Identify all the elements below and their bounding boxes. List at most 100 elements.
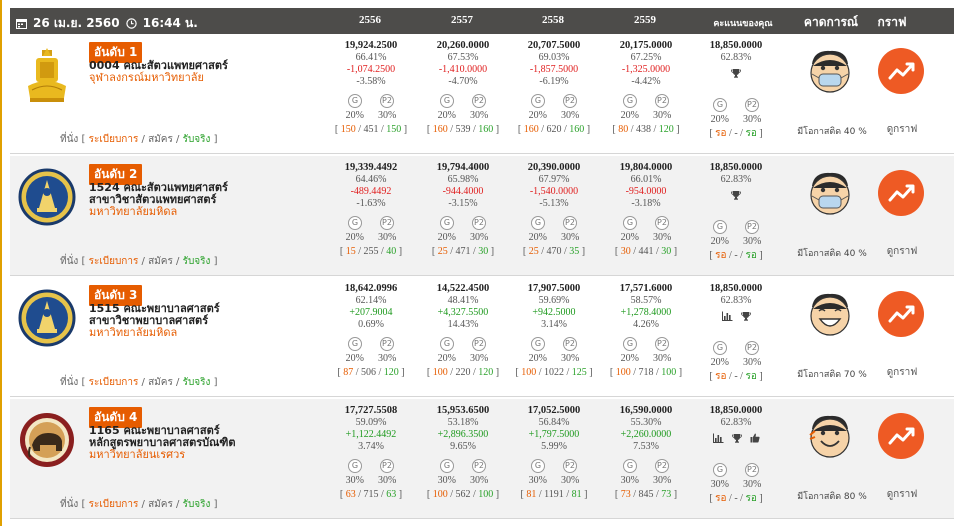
seat-count: 87: [343, 367, 354, 378]
score-percent: 67.25%: [630, 52, 662, 63]
p2-icon: P2: [380, 216, 394, 230]
p2-weight: 30%: [653, 232, 672, 243]
rank-badge: อันดับ 3: [89, 285, 143, 306]
year-score-cell: 20,260.0000 67.53% -1,410.0000 -4.70% G P2 20%…: [418, 40, 508, 136]
your-score-value: 18,850.0000: [709, 162, 763, 173]
accepted-link[interactable]: รับจริง: [182, 256, 211, 267]
p2-weight: 30%: [561, 232, 580, 243]
prediction-face-icon: [806, 291, 854, 339]
graph-button[interactable]: [878, 413, 924, 459]
gpax-weight: 20%: [345, 353, 364, 364]
score-difference: -1,325.0000: [621, 64, 671, 75]
apply-count: 438: [636, 124, 651, 135]
table-header: 26 เม.ย. 2560 16:44 น. 2556 2557 2558 25…: [10, 8, 954, 34]
bar-chart-icon: [712, 433, 723, 443]
prediction-header: คาดการณ์: [803, 15, 859, 29]
difference-percent: -3.15%: [448, 198, 478, 209]
program-title: สาขาวิชาสัตวแพทยศาสตร์: [89, 193, 217, 206]
score-percent: 53.18%: [447, 417, 479, 428]
seat-count: 100: [615, 367, 631, 378]
seat-count: 100: [432, 489, 448, 500]
gpax-icon: G: [713, 98, 727, 112]
seat-count: 15: [345, 246, 356, 257]
graph-button[interactable]: [878, 291, 924, 337]
difference-percent: 7.53%: [633, 441, 659, 452]
score-value: 18,642.0996: [344, 283, 398, 294]
apply-count: 845: [638, 489, 654, 500]
seat-count: 73: [620, 489, 631, 500]
seat-count: 30: [620, 246, 631, 257]
p2-icon: P2: [380, 337, 394, 351]
gpax-icon: G: [348, 459, 362, 473]
accept-count: 160: [478, 124, 494, 135]
apply-link[interactable]: สมัคร: [148, 377, 173, 388]
score-value: 19,804.0000: [619, 162, 673, 173]
faculty-name[interactable]: 0004 คณะสัตวแพทยศาสตร์: [89, 60, 228, 72]
year-score-cell: 19,804.0000 66.01% -954.0000 -3.18% G P2 20% 30…: [601, 162, 691, 258]
score-percent: 55.30%: [630, 417, 662, 428]
seat-count: รอ: [715, 250, 727, 261]
apply-link[interactable]: สมัคร: [148, 256, 173, 267]
view-graph-link[interactable]: ดูกราฟ: [886, 367, 918, 378]
program-title: สาขาวิชาพยาบาลศาสตร์: [89, 314, 209, 327]
rules-link[interactable]: ระเบียบการ: [88, 499, 139, 510]
apply-link[interactable]: สมัคร: [148, 499, 173, 510]
score-value: 20,707.5000: [527, 40, 581, 51]
accept-count: 120: [478, 367, 494, 378]
seat-links: ที่นั่ง [ ระเบียบการ / สมัคร / รับจริง ]: [60, 256, 218, 267]
gpax-weight: 20%: [528, 232, 547, 243]
accepted-link[interactable]: รับจริง: [182, 377, 211, 388]
rules-link[interactable]: ระเบียบการ: [88, 377, 139, 388]
year-score-cell: 17,571.6000 58.57% +1,278.4000 4.26% G P2 20% 3…: [601, 283, 691, 379]
p2-icon: P2: [380, 94, 394, 108]
your-score-cell: 18,850.0000 62.83% G P2 20% 30% [ รอ / - / รอ …: [691, 40, 781, 140]
prediction-face-icon: [806, 48, 854, 96]
prediction-face-icon: [806, 413, 854, 461]
score-percent: 69.03%: [538, 52, 570, 63]
score-value: 17,571.6000: [619, 283, 673, 294]
p2-icon: P2: [472, 459, 486, 473]
faculty-name[interactable]: 1524 คณะสัตวแพทยศาสตร์ สาขาวิชาสัตวแพทยศา…: [89, 182, 228, 206]
trophy-icon: [731, 191, 741, 200]
accepted-link[interactable]: รับจริง: [182, 134, 211, 145]
graph-button[interactable]: [878, 48, 924, 94]
score-difference: +207.9004: [349, 307, 393, 318]
trophy-icon: [740, 312, 751, 321]
p2-icon: P2: [655, 94, 669, 108]
difference-percent: 3.74%: [358, 441, 384, 452]
gpax-weight: 30%: [620, 475, 639, 486]
gpax-icon: G: [623, 337, 637, 351]
rules-link[interactable]: ระเบียบการ: [88, 256, 139, 267]
year-score-cell: 19,339.4492 64.46% -489.4492 -1.63% G P2 20% 30…: [326, 162, 416, 258]
seat-counts: [ 160 / 539 / 160 ]: [426, 124, 500, 135]
gpax-icon: G: [440, 216, 454, 230]
seat-counts: [ 80 / 438 / 120 ]: [612, 124, 680, 135]
rules-link[interactable]: ระเบียบการ: [88, 134, 139, 145]
seat-count: 150: [340, 124, 356, 135]
p2-weight: 30%: [561, 110, 580, 121]
seat-count: 63: [345, 489, 356, 500]
difference-percent: 4.26%: [633, 319, 659, 330]
view-graph-link[interactable]: ดูกราฟ: [886, 489, 918, 500]
p2-icon: P2: [655, 216, 669, 230]
p2-weight: 30%: [378, 110, 397, 121]
clock-icon: [125, 18, 137, 29]
accepted-link[interactable]: รับจริง: [182, 499, 211, 510]
gpax-icon: G: [531, 94, 545, 108]
graph-button[interactable]: [878, 170, 924, 216]
faculty-name[interactable]: 1165 คณะพยาบาลศาสตร์ หลักสูตรพยาบาลศาสตรบ…: [89, 425, 236, 449]
p2-weight: 30%: [378, 232, 397, 243]
trend-line-icon: [888, 62, 915, 80]
faculty-name[interactable]: 1515 คณะพยาบาลศาสตร์ สาขาวิชาพยาบาลศาสตร์: [89, 303, 220, 327]
admission-chance: มีโอกาสติด 40 %: [797, 127, 867, 137]
difference-percent: -6.19%: [539, 76, 569, 87]
view-graph-link[interactable]: ดูกราฟ: [886, 246, 918, 257]
accept-count: 120: [383, 367, 399, 378]
apply-link[interactable]: สมัคร: [148, 134, 173, 145]
p2-icon: P2: [472, 94, 486, 108]
view-graph-link[interactable]: ดูกราฟ: [886, 124, 918, 135]
score-value: 16,590.0000: [619, 405, 673, 416]
apply-count: 539: [455, 124, 471, 135]
your-score-cell: 18,850.0000 62.83% G P2 20% 30% [ รอ / - / รอ …: [691, 283, 781, 383]
seat-counts: [ 150 / 451 / 150 ]: [334, 124, 408, 135]
